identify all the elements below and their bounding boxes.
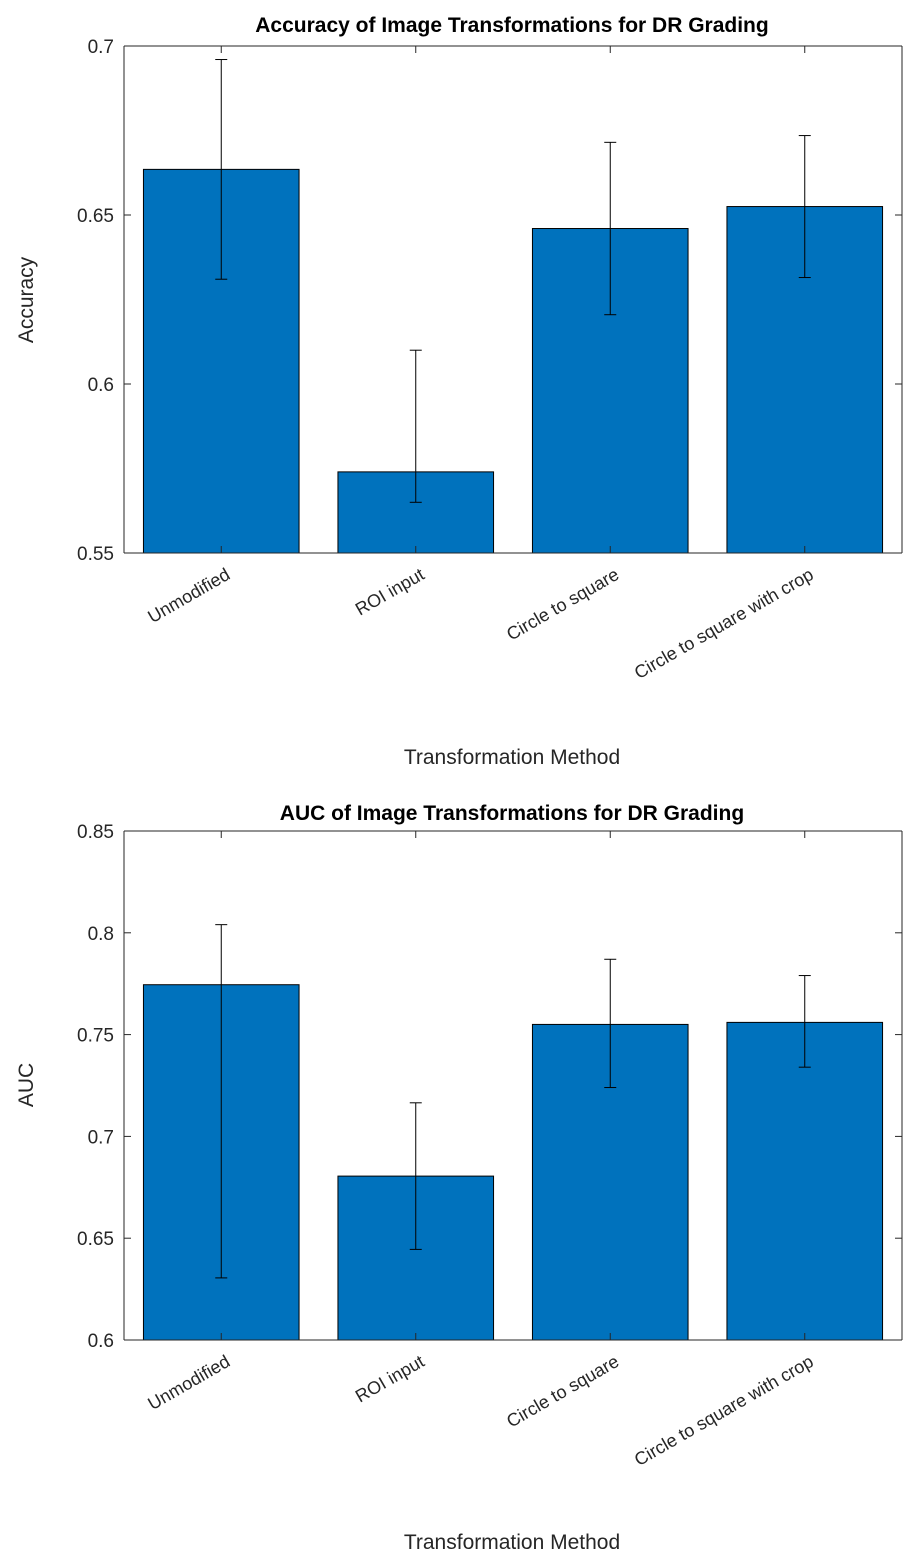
y-axis-label: AUC xyxy=(15,1063,38,1107)
y-tick-label: 0.6 xyxy=(88,1331,114,1352)
chart-title: AUC of Image Transformations for DR Grad… xyxy=(280,802,744,825)
y-tick-label: 0.7 xyxy=(88,1127,114,1148)
error-bar xyxy=(604,141,617,316)
x-tick-label: Unmodified xyxy=(144,564,233,627)
y-tick-label: 0.85 xyxy=(77,822,114,843)
y-axis-label: Accuracy xyxy=(15,256,38,343)
x-tick-label: Circle to square with crop xyxy=(631,1351,817,1470)
bar xyxy=(726,1021,884,1341)
y-tick-label: 0.75 xyxy=(77,1026,114,1047)
x-axis-label: Transformation Method xyxy=(404,1531,620,1554)
y-tick-label: 0.8 xyxy=(88,924,114,945)
y-tick-label: 0.55 xyxy=(77,544,114,565)
y-tick-label: 0.6 xyxy=(88,375,114,396)
error-bar xyxy=(798,135,811,279)
y-tick-label: 0.65 xyxy=(77,1229,114,1250)
error-bar xyxy=(604,958,617,1089)
x-tick-label: Unmodified xyxy=(144,1351,233,1414)
x-tick-label: Circle to square xyxy=(503,1351,622,1431)
x-tick-label: Circle to square xyxy=(503,564,622,644)
y-tick-label: 0.7 xyxy=(88,37,114,58)
error-bar xyxy=(215,59,228,280)
y-tick-label: 0.65 xyxy=(77,206,114,227)
x-axis-label: Transformation Method xyxy=(404,746,620,769)
error-bar xyxy=(409,1102,422,1250)
chart-title: Accuracy of Image Transformations for DR… xyxy=(255,14,768,37)
x-tick-label: ROI input xyxy=(352,1351,428,1406)
error-bar xyxy=(798,975,811,1068)
error-bar xyxy=(215,924,228,1279)
x-tick-label: Circle to square with crop xyxy=(631,564,817,683)
accuracy-chart: Accuracy of Image Transformations for DR… xyxy=(15,14,903,769)
x-tick-label: ROI input xyxy=(352,564,428,619)
error-bar xyxy=(409,349,422,503)
auc-chart: AUC of Image Transformations for DR Grad… xyxy=(15,802,903,1554)
